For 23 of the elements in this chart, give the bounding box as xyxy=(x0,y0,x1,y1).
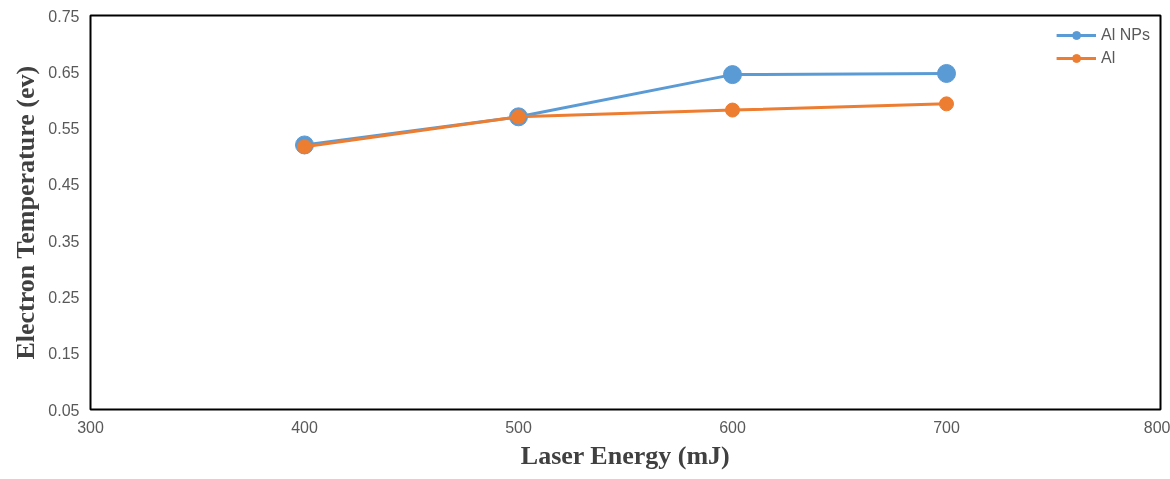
point xyxy=(723,65,742,85)
y-tick-label: 0.45 xyxy=(48,176,80,194)
x-tick-label: 500 xyxy=(505,418,532,436)
point xyxy=(725,102,740,118)
legend-label: Al xyxy=(1101,49,1117,67)
y-axis-title: Electron Temperature (ev) xyxy=(11,65,41,360)
x-tick-label: 600 xyxy=(719,418,746,436)
point xyxy=(297,139,312,155)
y-tick-label: 0.75 xyxy=(48,7,80,25)
y-tick-label: 0.65 xyxy=(48,63,80,81)
y-tick-label: 0.55 xyxy=(48,120,80,138)
point xyxy=(937,63,956,83)
x-tick-label: 700 xyxy=(933,418,960,436)
y-tick-label: 0.25 xyxy=(48,288,80,306)
y-tick-label: 0.05 xyxy=(48,401,80,419)
y-tick-label: 0.35 xyxy=(48,232,80,250)
x-axis-title: Laser Energy (mJ) xyxy=(520,440,730,470)
point xyxy=(939,96,954,112)
x-tick-label: 300 xyxy=(77,418,104,436)
y-tick-label: 0.15 xyxy=(48,345,80,363)
x-tick-label: 800 xyxy=(1143,418,1170,436)
x-tick-label: 400 xyxy=(291,418,318,436)
legend-label: Al NPs xyxy=(1101,26,1150,44)
